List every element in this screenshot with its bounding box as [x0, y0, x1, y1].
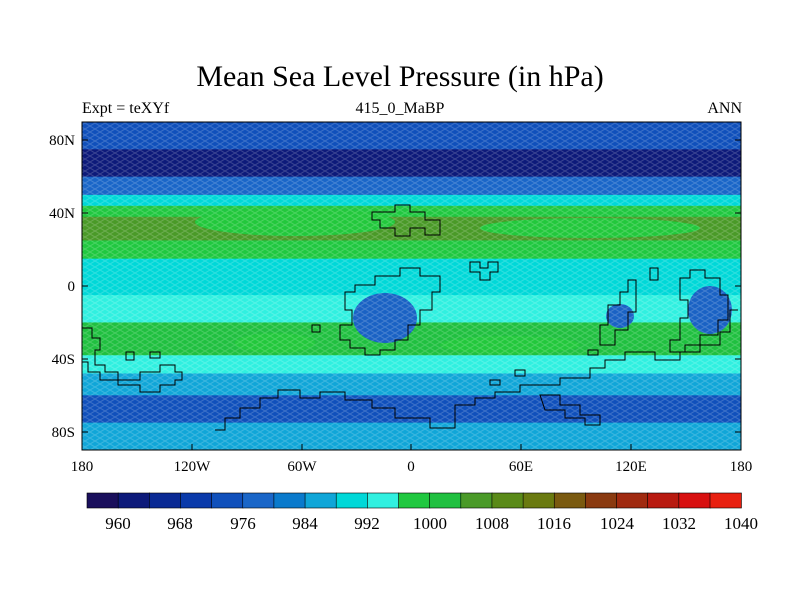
- colorbar-cell: [242, 492, 275, 509]
- island-outline-4: [587, 349, 599, 356]
- colorbar-label: 1024: [600, 514, 635, 533]
- y-tick-label: 40N: [49, 206, 75, 222]
- colorbar-cell: [491, 492, 524, 509]
- colorbar-cell: [522, 492, 555, 509]
- colorbar-cell: [398, 492, 431, 509]
- colorbar: [86, 492, 742, 509]
- y-axis: [82, 139, 741, 433]
- continent-outlines: [82, 204, 738, 431]
- colorbar-cell: [273, 492, 306, 509]
- x-tick-label: 180: [71, 459, 94, 475]
- continent-antarctic-outline: [215, 309, 738, 431]
- colorbar-cell: [180, 492, 213, 509]
- continent-south-america-outline: [82, 327, 183, 393]
- continent-india-outline: [599, 279, 637, 346]
- x-tick-label: 120E: [615, 459, 647, 475]
- colorbar-label: 984: [292, 514, 318, 533]
- island-outline-6: [514, 369, 526, 377]
- colorbar-cell: [335, 492, 368, 509]
- colorbar-cell: [585, 492, 618, 509]
- y-tick-label: 0: [68, 279, 76, 295]
- x-tick-label: 60W: [287, 459, 317, 475]
- x-tick-label: 120W: [174, 459, 212, 475]
- island-outline-2: [149, 351, 161, 359]
- colorbar-label: 992: [354, 514, 380, 533]
- colorbar-label: 1040: [724, 514, 758, 533]
- colorbar-label: 960: [105, 514, 131, 533]
- x-axis: [81, 444, 742, 450]
- continent-east-outline: [649, 267, 659, 281]
- colorbar-cell: [678, 492, 711, 509]
- colorbar-cell: [149, 492, 182, 509]
- y-tick-label: 40S: [52, 352, 75, 368]
- experiment-label: Expt = teXYf: [82, 100, 170, 117]
- continent-australia-outline: [669, 269, 729, 353]
- y-tick-label: 80S: [52, 425, 75, 441]
- season-label: ANN: [707, 100, 742, 117]
- continent-asia-outline: [469, 261, 499, 281]
- colorbar-label: 1000: [413, 514, 447, 533]
- x-tick-label: 60E: [509, 459, 533, 475]
- continent-south-islands-outline: [539, 394, 601, 426]
- colorbar-cell: [709, 492, 742, 509]
- colorbar-label: 1016: [537, 514, 571, 533]
- colorbar-cell: [211, 492, 244, 509]
- colorbar-cell: [553, 492, 587, 509]
- time-label: 415_0_MaBP: [355, 100, 445, 117]
- colorbar-label: 968: [167, 514, 193, 533]
- y-tick-label: 80N: [49, 133, 75, 149]
- colorbar-cell: [647, 492, 680, 509]
- colorbar-cell: [367, 492, 400, 509]
- continent-north-africa-outline: [371, 204, 441, 237]
- island-outline-1: [125, 351, 135, 361]
- colorbar-cell: [616, 492, 649, 509]
- island-outline-3: [311, 324, 321, 333]
- colorbar-label: 1008: [475, 514, 509, 533]
- colorbar-label: 1032: [662, 514, 696, 533]
- colorbar-cell: [117, 492, 150, 509]
- chart-title: Mean Sea Level Pressure (in hPa): [196, 60, 604, 93]
- x-tick-label: 180: [730, 459, 753, 475]
- contour-hatching: [82, 122, 741, 450]
- island-outline-5: [489, 379, 501, 386]
- colorbar-cell: [429, 492, 462, 509]
- x-tick-label: 0: [407, 459, 415, 475]
- colorbar-cell: [86, 492, 119, 509]
- continent-southern-africa-outline: [339, 267, 441, 356]
- colorbar-cell: [304, 492, 337, 509]
- colorbar-cell: [460, 492, 493, 509]
- colorbar-label: 976: [230, 514, 256, 533]
